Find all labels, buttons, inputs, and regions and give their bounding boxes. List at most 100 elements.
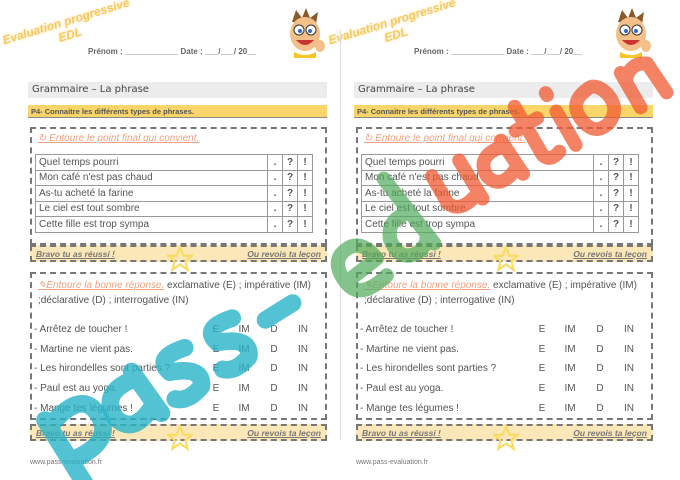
punctuation-choice[interactable]: ? (282, 185, 298, 202)
table-row: Le ciel est tout sombre.?! (35, 200, 313, 217)
punctuation-choice[interactable]: ! (297, 169, 313, 186)
type-choice[interactable]: E (538, 343, 546, 355)
type-choice[interactable]: D (596, 343, 604, 355)
type-choice[interactable]: E (212, 402, 220, 414)
feedback-bar: Bravo tu as réussi ! Ou revois ta leçon (356, 424, 653, 451)
type-choice[interactable]: D (270, 402, 278, 414)
type-choice[interactable]: IN (298, 343, 308, 355)
punctuation-choice[interactable]: ! (623, 154, 639, 171)
exercise-1: ↻ Entoure le point final qui convient. Q… (356, 127, 653, 245)
type-choice[interactable]: IN (298, 402, 308, 414)
type-choice[interactable]: IM (238, 383, 250, 395)
instruction-text: Entoure le point final qui convient. (49, 133, 200, 144)
retry-link[interactable]: Ou revois ta leçon (573, 248, 647, 259)
page-divider (340, 30, 341, 440)
punctuation-choice[interactable]: ! (623, 185, 639, 202)
feedback-bar: Bravo tu as réussi ! Ou revois ta leçon (30, 245, 327, 272)
type-choice[interactable]: IM (564, 324, 576, 335)
punctuation-choice[interactable]: . (267, 200, 283, 217)
sentence: Quel temps pourri (361, 154, 594, 171)
punctuation-choice[interactable]: ? (608, 169, 624, 186)
types-legend: exclamative (E) ; impérative (IM) ;décla… (364, 280, 637, 306)
sentence: Mon café n'est pas chaud (35, 169, 268, 186)
sentence: - Les hirondelles sont parties ? (34, 363, 171, 375)
type-choice[interactable]: IN (298, 383, 308, 395)
punctuation-choice[interactable]: . (267, 154, 283, 171)
type-choice[interactable]: IM (238, 363, 250, 375)
type-choice[interactable]: E (538, 324, 546, 335)
punctuation-choice[interactable]: ? (608, 154, 624, 171)
star-icon (167, 425, 193, 451)
type-choice[interactable]: E (212, 363, 220, 375)
type-choice[interactable]: E (538, 363, 546, 375)
type-choice[interactable]: IM (238, 324, 250, 335)
punctuation-choice[interactable]: . (593, 216, 609, 233)
punctuation-choice[interactable]: ? (282, 169, 298, 186)
type-choice[interactable]: IM (238, 343, 250, 355)
punctuation-choice[interactable]: . (267, 169, 283, 186)
type-choice[interactable]: D (270, 363, 278, 375)
type-choice[interactable]: D (596, 402, 604, 414)
punctuation-choice[interactable]: ! (297, 200, 313, 217)
punctuation-choice[interactable]: . (267, 216, 283, 233)
punctuation-choice[interactable]: ? (608, 200, 624, 217)
sentence: - Paul est au yoga. (360, 383, 444, 395)
punctuation-choice[interactable]: . (593, 185, 609, 202)
type-choice[interactable]: IM (564, 363, 576, 375)
type-choice[interactable]: D (596, 363, 604, 375)
sentence: As-tu acheté la farine (361, 185, 594, 202)
star-icon (167, 246, 193, 272)
type-choice[interactable]: IM (564, 383, 576, 395)
type-choice[interactable]: IN (624, 383, 634, 395)
type-choice[interactable]: E (212, 324, 220, 335)
mascot-icon (616, 8, 651, 58)
refresh-icon: ↻ (364, 133, 376, 144)
punctuation-choice[interactable]: ? (282, 200, 298, 217)
table-row: Mon café n'est pas chaud.?! (35, 169, 313, 186)
type-choice[interactable]: E (212, 343, 220, 355)
sentence: Cette fille est trop sympa (35, 216, 268, 233)
punctuation-choice[interactable]: ? (608, 216, 624, 233)
type-choice[interactable]: D (596, 324, 604, 335)
type-choice[interactable]: IN (624, 343, 634, 355)
instruction-text: Entoure le point final qui convient. (375, 133, 526, 144)
punctuation-choice[interactable]: ! (623, 216, 639, 233)
type-choice[interactable]: IN (298, 363, 308, 375)
type-choice[interactable]: IN (624, 363, 634, 375)
type-choice[interactable]: D (270, 343, 278, 355)
type-choice[interactable]: D (270, 383, 278, 395)
name-date-field[interactable]: Prénom : ____________ Date : ___/___/ 20… (414, 47, 583, 56)
types-legend: exclamative (E) ; impérative (IM) ;décla… (38, 280, 311, 306)
success-text: Bravo tu as réussi ! (36, 427, 115, 438)
sentence: Le ciel est tout sombre (35, 200, 268, 217)
retry-link[interactable]: Ou revois ta leçon (573, 427, 647, 438)
punctuation-choice[interactable]: ? (282, 154, 298, 171)
type-choice[interactable]: D (270, 324, 278, 335)
punctuation-choice[interactable]: ! (297, 185, 313, 202)
punctuation-choice[interactable]: ! (297, 154, 313, 171)
table-row: Le ciel est tout sombre.?! (361, 200, 639, 217)
punctuation-choice[interactable]: . (593, 154, 609, 171)
punctuation-choice[interactable]: ! (623, 200, 639, 217)
punctuation-choice[interactable]: ? (282, 216, 298, 233)
type-choice[interactable]: E (538, 402, 546, 414)
type-choice[interactable]: IM (238, 402, 250, 414)
type-choice[interactable]: E (212, 383, 220, 395)
type-choice[interactable]: E (538, 383, 546, 395)
punctuation-choice[interactable]: . (593, 169, 609, 186)
type-choice[interactable]: IN (298, 324, 308, 335)
type-choice[interactable]: IN (624, 324, 634, 335)
type-choice[interactable]: IM (564, 343, 576, 355)
punctuation-choice[interactable]: ? (608, 185, 624, 202)
punctuation-choice[interactable]: ! (623, 169, 639, 186)
type-choice[interactable]: IM (564, 402, 576, 414)
name-date-field[interactable]: Prénom : ____________ Date : ___/___/ 20… (88, 47, 257, 56)
type-choice[interactable]: IN (624, 402, 634, 414)
punctuation-choice[interactable]: . (267, 185, 283, 202)
retry-link[interactable]: Ou revois ta leçon (247, 427, 321, 438)
type-choice[interactable]: D (596, 383, 604, 395)
retry-link[interactable]: Ou revois ta leçon (247, 248, 321, 259)
punctuation-choice[interactable]: ! (297, 216, 313, 233)
exercise-2-instruction: ✎Entoure la bonne réponse. exclamative (… (38, 278, 323, 308)
punctuation-choice[interactable]: . (593, 200, 609, 217)
